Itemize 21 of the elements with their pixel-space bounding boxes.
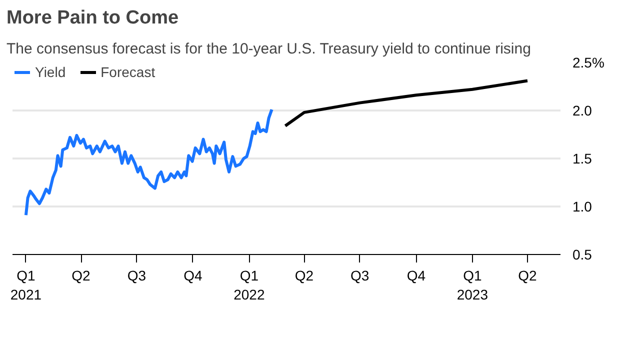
x-tick-label: Q4 — [406, 268, 426, 284]
y-tick-label: 2.0 — [572, 102, 592, 118]
x-tick-label: Q1 2023 — [456, 268, 488, 303]
y-tick-label: 2.5% — [572, 54, 604, 70]
legend-label: Forecast — [100, 64, 156, 80]
x-tick-label: Q2 — [294, 268, 314, 284]
x-tick-label: Q3 — [350, 268, 370, 284]
legend-label: Yield — [35, 64, 66, 80]
x-tick-label: Q1 2022 — [234, 268, 265, 303]
y-tick-label: 1.0 — [572, 198, 592, 214]
x-tick-label: Q2 — [518, 268, 538, 284]
y-tick-label: 1.5 — [572, 150, 592, 166]
x-tick-label: Q2 — [72, 268, 91, 284]
chart-title: More Pain to Come — [6, 8, 179, 28]
x-tick-label: Q3 — [127, 268, 146, 284]
x-tick-label: Q4 — [184, 268, 202, 284]
x-tick-label: Q1 2021 — [10, 268, 42, 303]
line-series — [24, 108, 274, 217]
y-tick-label: 0.5 — [572, 246, 592, 262]
chart-subtitle: The consensus forecast is for the 10-year U.S. Treasury yield to continue rising — [6, 40, 531, 58]
line-series — [284, 79, 529, 128]
